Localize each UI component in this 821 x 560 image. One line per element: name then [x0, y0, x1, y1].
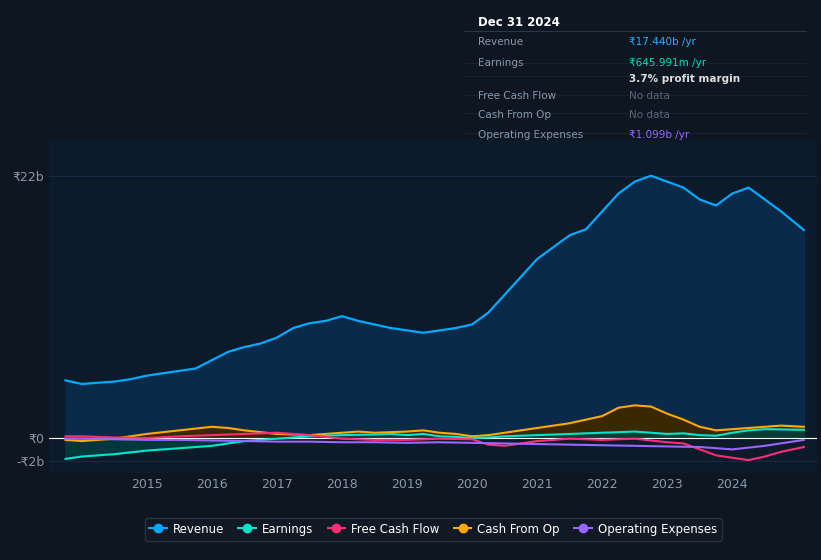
- Text: 3.7% profit margin: 3.7% profit margin: [629, 74, 740, 84]
- Text: No data: No data: [629, 110, 669, 120]
- Text: No data: No data: [629, 91, 669, 101]
- Text: Dec 31 2024: Dec 31 2024: [478, 16, 559, 29]
- Text: Revenue: Revenue: [478, 37, 523, 47]
- Legend: Revenue, Earnings, Free Cash Flow, Cash From Op, Operating Expenses: Revenue, Earnings, Free Cash Flow, Cash …: [144, 518, 722, 540]
- Text: ₹1.099b /yr: ₹1.099b /yr: [629, 130, 689, 140]
- Text: ₹17.440b /yr: ₹17.440b /yr: [629, 37, 695, 47]
- Text: ₹645.991m /yr: ₹645.991m /yr: [629, 58, 706, 68]
- Text: Free Cash Flow: Free Cash Flow: [478, 91, 556, 101]
- Text: Earnings: Earnings: [478, 58, 523, 68]
- Text: Cash From Op: Cash From Op: [478, 110, 551, 120]
- Text: Operating Expenses: Operating Expenses: [478, 130, 583, 140]
